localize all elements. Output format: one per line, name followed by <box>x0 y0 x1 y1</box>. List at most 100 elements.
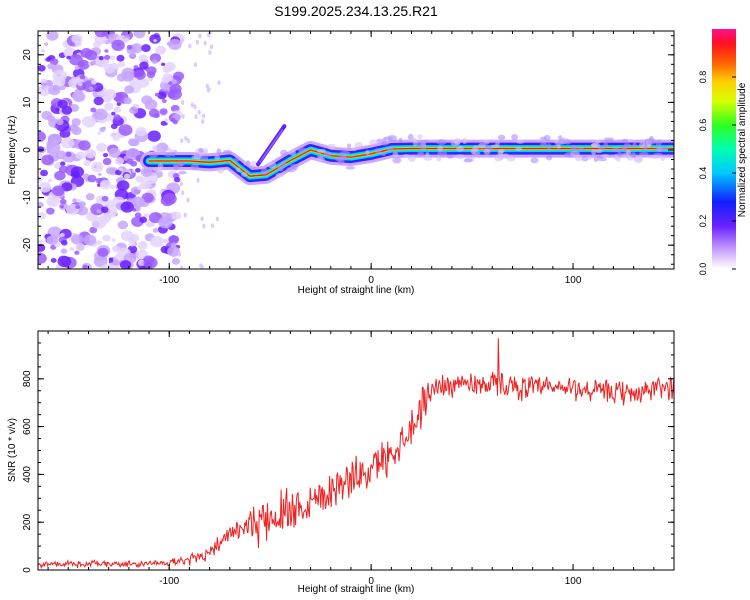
noise-blob <box>59 232 65 238</box>
ridge-speckle <box>463 158 473 163</box>
ridge-speckle <box>345 166 355 170</box>
noise-blob <box>102 152 109 158</box>
noise-blob <box>110 185 116 189</box>
noise-blob <box>65 151 72 157</box>
x-tick-label: -100 <box>159 275 179 286</box>
snr-xlabel: Height of straight line (km) <box>298 584 415 595</box>
noise-blob <box>116 180 130 191</box>
noise-blob <box>75 151 86 160</box>
noise-blob <box>38 239 44 245</box>
noise-blob <box>210 223 215 229</box>
noise-blob <box>38 182 52 193</box>
noise-blob <box>139 216 148 223</box>
noise-blob <box>89 226 98 234</box>
ridge-speckle <box>591 149 597 156</box>
ridge-speckle <box>170 151 176 157</box>
noise-blob <box>141 44 151 53</box>
noise-blob <box>180 138 184 144</box>
noise-blob <box>139 61 149 70</box>
noise-blob <box>136 77 150 88</box>
noise-blob <box>190 102 194 108</box>
noise-blob <box>109 212 116 218</box>
noise-blob <box>77 81 83 87</box>
noise-blob <box>161 76 170 84</box>
ridge-streak <box>259 129 284 163</box>
ridge-speckle <box>376 138 384 143</box>
noise-blob <box>74 250 80 255</box>
noise-blob <box>55 118 64 126</box>
noise-blob <box>44 42 49 46</box>
noise-blob <box>144 99 158 111</box>
noise-blob <box>108 257 113 261</box>
snr-panel: -100 0 100 0 200 400 600 800 Height of straight… <box>7 330 675 595</box>
ridge-speckle <box>575 155 583 162</box>
ridge-speckle <box>425 152 430 157</box>
ridge-speckle <box>639 151 649 155</box>
x-tick-label: 0 <box>368 576 374 587</box>
ridge-speckle <box>369 139 378 146</box>
noise-blob <box>69 247 74 251</box>
noise-blob <box>111 111 116 116</box>
ridge-speckle <box>398 137 403 143</box>
noise-blob <box>41 154 55 166</box>
ridge-speckle <box>200 154 209 161</box>
colorbar-tick-label: 0.8 <box>698 71 708 84</box>
ridge-speckle <box>198 148 204 153</box>
noise-blob <box>78 140 91 151</box>
noise-blob <box>90 203 105 216</box>
noise-blob <box>162 193 177 205</box>
ridge-speckle <box>214 155 221 160</box>
x-tick-label: 100 <box>565 576 582 587</box>
ridge-speckle <box>604 139 614 143</box>
noise-blob <box>131 139 140 146</box>
ridge-speckle <box>470 148 476 155</box>
noise-blob <box>103 89 117 100</box>
ridge-speckle <box>164 152 173 157</box>
ridge-speckle <box>483 148 491 155</box>
noise-blob <box>162 238 169 244</box>
x-tick-label: -100 <box>159 576 179 587</box>
noise-blob <box>82 264 88 269</box>
noise-blob <box>91 79 97 85</box>
noise-blob <box>116 43 121 47</box>
ridge-speckle <box>286 166 296 173</box>
noise-blob <box>84 50 98 61</box>
ridge-speckle <box>653 155 663 159</box>
noise-blob <box>171 211 182 220</box>
y-tick-label: 400 <box>22 466 33 483</box>
noise-blob <box>91 216 107 229</box>
spectrogram-heatmap <box>38 31 674 269</box>
ridge-speckle <box>577 147 585 152</box>
noise-blob <box>171 257 180 265</box>
noise-blob <box>200 264 204 269</box>
noise-blob <box>173 71 185 81</box>
noise-blob <box>197 109 201 115</box>
ridge-speckle <box>630 152 637 159</box>
noise-blob <box>104 49 109 53</box>
ridge-speckle <box>298 147 307 153</box>
noise-blob <box>104 54 111 60</box>
ridge-speckle <box>495 142 500 146</box>
ridge-speckle <box>507 156 516 162</box>
noise-blob <box>61 240 68 246</box>
ridge-speckle <box>289 163 300 168</box>
noise-blob <box>38 201 44 208</box>
noise-blob <box>129 241 136 247</box>
ridge-speckle <box>148 153 158 158</box>
noise-blob <box>151 59 158 65</box>
noise-blob <box>168 81 173 85</box>
ridge-speckle <box>216 148 222 156</box>
noise-blob <box>208 50 212 55</box>
noise-blob <box>99 179 112 190</box>
ridge-speckle <box>202 148 209 154</box>
noise-blob <box>141 192 154 203</box>
noise-blob <box>101 195 109 202</box>
ridge-speckle <box>570 145 578 151</box>
noise-blob <box>69 54 83 66</box>
noise-blob <box>147 130 161 142</box>
ridge-speckle <box>152 147 163 153</box>
ridge-speckle <box>501 153 510 160</box>
ridge-speckle <box>498 134 506 141</box>
ridge-speckle <box>417 151 425 156</box>
